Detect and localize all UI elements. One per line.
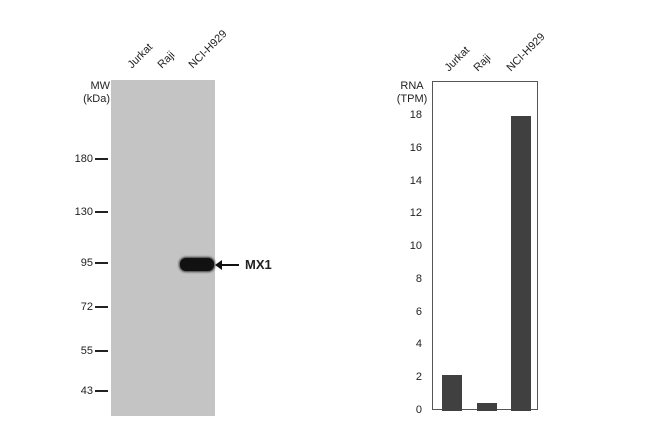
mw-marker-43: 43 xyxy=(63,385,108,397)
mw-marker-tick xyxy=(95,350,108,353)
mw-marker-label: 72 xyxy=(80,301,93,314)
y-tick-label: 14 xyxy=(409,174,422,187)
y-tick-label: 10 xyxy=(409,240,422,253)
mw-marker-tick xyxy=(95,261,108,264)
y-tick-label: 12 xyxy=(409,207,422,220)
bar-nci-h929 xyxy=(511,116,531,411)
y-axis-label-line1: RNA xyxy=(400,80,424,92)
mw-marker-label: 55 xyxy=(80,345,93,358)
mw-header: MW (kDa) xyxy=(50,80,110,106)
mw-marker-tick xyxy=(95,306,108,309)
y-tick-label: 18 xyxy=(409,109,422,121)
mw-marker-label: 95 xyxy=(80,256,93,269)
mw-marker-55: 55 xyxy=(63,345,108,357)
mw-marker-180: 180 xyxy=(63,153,108,165)
y-tick-label: 6 xyxy=(415,305,422,318)
mw-marker-tick xyxy=(95,158,108,160)
mw-marker-label: 180 xyxy=(74,153,93,165)
mw-marker-label: 130 xyxy=(74,205,93,218)
y-tick-label: 8 xyxy=(415,272,422,285)
band-annotation: MX1 xyxy=(215,257,272,272)
blot-lane-label-nci-h929: NCI-H929 xyxy=(186,27,230,71)
mw-marker-95: 95 xyxy=(63,257,108,269)
chart-category-label-raji: Raji xyxy=(471,52,494,74)
mw-marker-72: 72 xyxy=(63,301,108,313)
blot-lane-label-raji: Raji xyxy=(155,49,178,71)
bar-raji xyxy=(477,402,497,411)
y-tick-label: 0 xyxy=(415,404,422,416)
mw-marker-tick xyxy=(95,210,108,213)
mw-marker-130: 130 xyxy=(63,206,108,218)
mw-marker-label: 43 xyxy=(80,384,93,397)
y-tick-label: 2 xyxy=(415,371,422,384)
bar-jurkat xyxy=(442,374,462,411)
mx1-band xyxy=(180,258,214,271)
chart-category-label-jurkat: Jurkat xyxy=(442,44,473,74)
y-tick-label: 16 xyxy=(409,141,422,154)
mw-header-line2: (kDa) xyxy=(83,93,110,105)
y-axis-label-line2: (TPM) xyxy=(396,93,428,105)
western-blot-membrane xyxy=(111,80,215,416)
y-tick-label: 4 xyxy=(415,338,422,351)
chart-category-label-nci-h929: NCI-H929 xyxy=(504,30,548,74)
band-label: MX1 xyxy=(245,257,272,272)
chart-y-axis-label: RNA (TPM) xyxy=(387,80,437,106)
blot-lane-label-jurkat: Jurkat xyxy=(125,41,156,71)
left-arrow-icon xyxy=(215,259,239,270)
mw-marker-tick xyxy=(95,389,108,392)
mw-header-line1: MW xyxy=(90,80,110,92)
